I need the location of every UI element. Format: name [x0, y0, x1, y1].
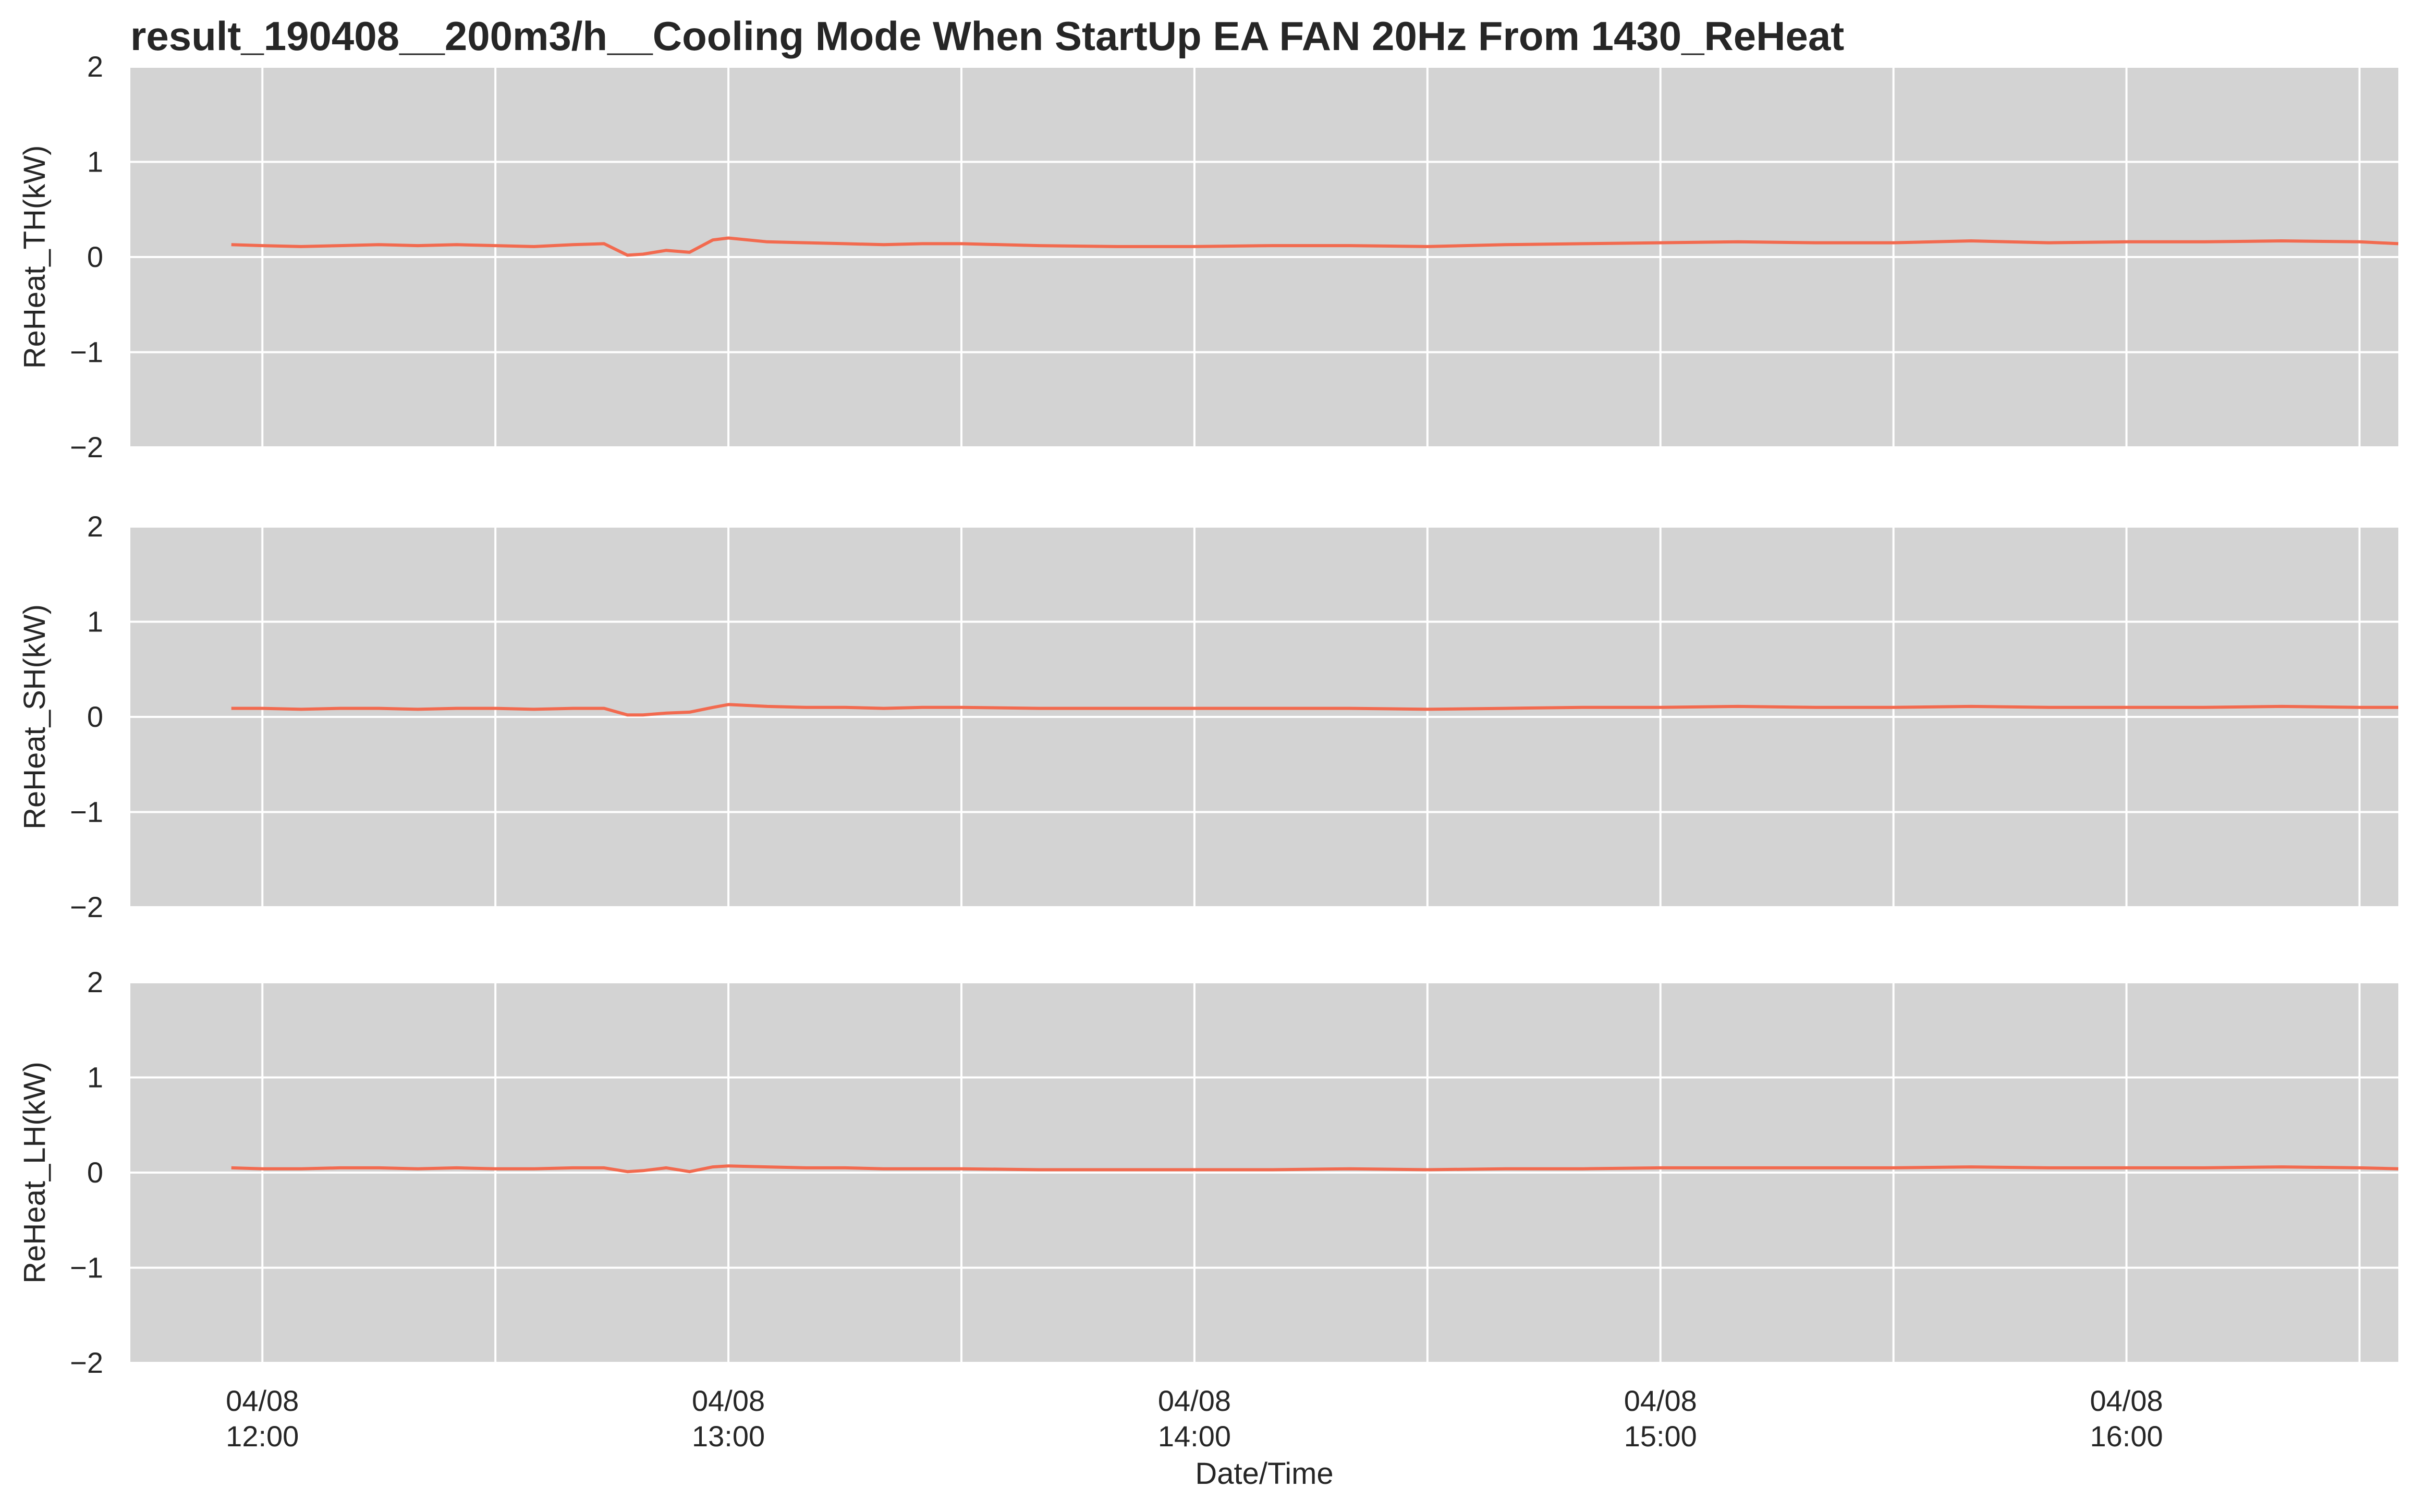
series-line [231, 236, 2399, 257]
panel-3: 2 1 0 −1 −2 ReHeat_LH(kW) [18, 966, 2399, 1379]
y-tick-label: 0 [87, 700, 103, 733]
y-axis-label: ReHeat_SH(kW) [18, 604, 52, 830]
x-tick-label: 04/08 [2090, 1384, 2163, 1417]
y-tick-label: 1 [87, 1061, 103, 1094]
chart-title: result_190408__200m3/h__Cooling Mode Whe… [130, 13, 1844, 59]
y-axis-label: ReHeat_LH(kW) [18, 1062, 52, 1283]
x-tick-label: 04/08 [1158, 1384, 1231, 1417]
x-tick-label: 16:00 [2090, 1420, 2163, 1453]
y-axis-label: ReHeat_TH(kW) [18, 145, 52, 369]
y-tick-label: −1 [70, 796, 103, 828]
x-tick-label: 14:00 [1158, 1420, 1231, 1453]
y-tick-label: −2 [70, 891, 103, 923]
y-tick-label: −2 [70, 431, 103, 464]
x-tick-label: 04/08 [692, 1384, 765, 1417]
y-tick-label: −1 [70, 336, 103, 369]
panels-group: 2 1 0 −1 −2 ReHeat_TH(kW) 2 1 0 −1 −2 ReHeat_SH(kW)… [18, 50, 2399, 1453]
x-tick-label: 13:00 [692, 1420, 765, 1453]
x-tick-label: 12:00 [226, 1420, 299, 1453]
panel-1: 2 1 0 −1 −2 ReHeat_TH(kW) [18, 50, 2399, 464]
x-axis-label: Date/Time [1195, 1457, 1333, 1491]
x-tick-label: 04/08 [226, 1384, 299, 1417]
series-line [231, 703, 2398, 717]
y-tick-label: 1 [87, 145, 103, 178]
y-tick-label: −1 [70, 1251, 103, 1284]
y-tick-label: 0 [87, 240, 103, 273]
y-tick-label: 2 [87, 966, 103, 998]
y-tick-label: 1 [87, 605, 103, 638]
series-line [231, 1164, 2399, 1174]
y-tick-label: 0 [87, 1156, 103, 1189]
y-tick-label: 2 [87, 510, 103, 543]
y-tick-label: 2 [87, 50, 103, 83]
panel-2: 2 1 0 −1 −2 ReHeat_SH(kW) [18, 510, 2398, 923]
x-tick-label: 15:00 [1624, 1420, 1697, 1453]
x-tick-label: 04/08 [1624, 1384, 1697, 1417]
y-tick-label: −2 [70, 1346, 103, 1379]
